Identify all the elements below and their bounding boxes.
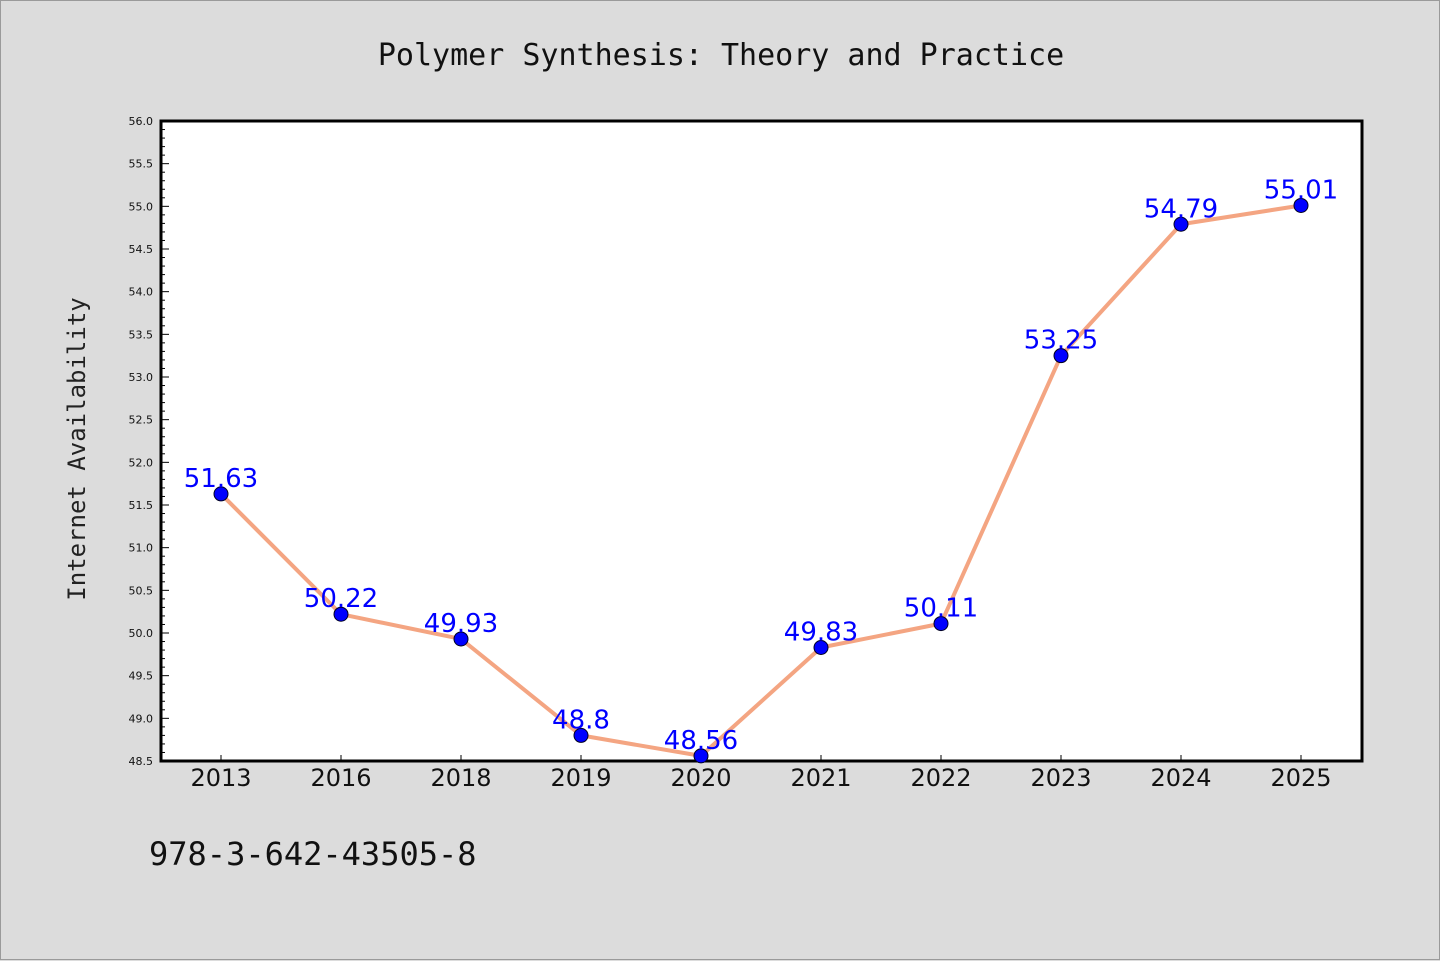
data-point xyxy=(1053,348,1069,364)
data-point xyxy=(453,631,469,647)
x-tick-label: 2023 xyxy=(1030,764,1091,792)
x-tick-label: 2013 xyxy=(190,764,251,792)
x-tick-label: 2020 xyxy=(670,764,731,792)
data-point xyxy=(693,748,709,764)
data-point xyxy=(933,616,949,632)
y-tick-label: 48.5 xyxy=(129,755,154,768)
y-tick-label: 52.5 xyxy=(129,414,154,427)
y-axis: 48.5 49.0 49.5 50.0 50.5 51.0 51.5 52.0 52.5 53.0… xyxy=(129,115,169,768)
y-tick-label: 50.0 xyxy=(129,627,154,640)
y-axis-label: Internet Availability xyxy=(63,297,91,600)
data-points xyxy=(213,197,1309,764)
x-tick-label: 2021 xyxy=(790,764,851,792)
y-tick-label: 55.0 xyxy=(129,200,154,213)
y-tick-label: 49.0 xyxy=(129,712,154,725)
x-axis: 2013 2016 2018 2019 2020 2021 2022 2023 2024 2025 xyxy=(190,755,1332,792)
x-tick-label: 2025 xyxy=(1270,764,1331,792)
y-tick-label: 56.0 xyxy=(129,115,154,128)
y-tick-label: 54.5 xyxy=(129,243,154,256)
data-label: 53.25 xyxy=(1024,326,1098,356)
data-label: 55.01 xyxy=(1264,175,1338,205)
x-tick-label: 2016 xyxy=(310,764,371,792)
data-label: 48.56 xyxy=(664,726,738,756)
y-tick-label: 52.0 xyxy=(129,456,154,469)
x-tick-label: 2018 xyxy=(430,764,491,792)
y-tick-label: 50.5 xyxy=(129,584,154,597)
plot-area xyxy=(159,119,1364,763)
isbn-text: 978-3-642-43505-8 xyxy=(149,835,477,873)
x-tick-label: 2024 xyxy=(1150,764,1211,792)
chart-title: Polymer Synthesis: Theory and Practice xyxy=(378,38,1064,73)
series-line xyxy=(219,203,1303,758)
y-tick-label: 53.5 xyxy=(129,328,154,341)
data-label: 50.22 xyxy=(304,584,378,614)
data-labels: 51.63 50.22 49.93 48.8 48.56 49.83 50.11 53.25 5… xyxy=(184,175,1338,755)
data-point xyxy=(1293,197,1309,213)
data-label: 49.93 xyxy=(424,609,498,639)
data-point xyxy=(573,727,589,743)
data-label: 49.83 xyxy=(784,618,858,648)
x-tick-label: 2019 xyxy=(550,764,611,792)
y-tick-label: 53.0 xyxy=(129,371,154,384)
y-tick-label: 55.5 xyxy=(129,158,154,171)
data-point xyxy=(333,606,349,622)
y-tick-label: 49.5 xyxy=(129,670,154,683)
y-tick-label: 54.0 xyxy=(129,286,154,299)
y-tick-label: 51.5 xyxy=(129,499,154,512)
data-label: 48.8 xyxy=(552,705,610,735)
data-point xyxy=(1173,216,1189,232)
data-point xyxy=(213,486,229,502)
y-tick-label: 51.0 xyxy=(129,542,154,555)
data-label: 54.79 xyxy=(1144,194,1218,224)
data-label: 50.11 xyxy=(904,594,978,624)
data-label: 51.63 xyxy=(184,464,258,494)
series-line-group xyxy=(219,203,1303,758)
x-tick-label: 2022 xyxy=(910,764,971,792)
data-point xyxy=(813,640,829,656)
